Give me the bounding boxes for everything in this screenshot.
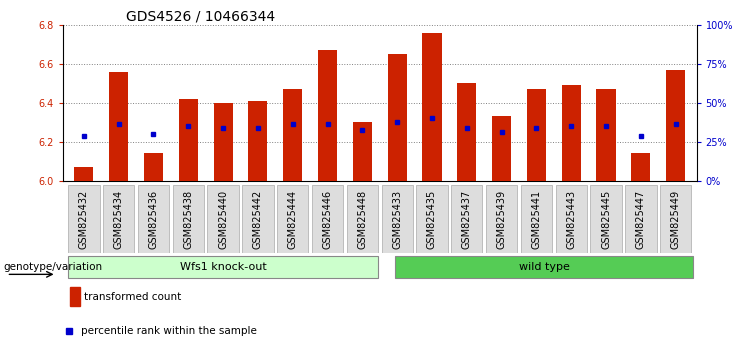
Bar xyxy=(457,83,476,181)
Bar xyxy=(631,153,651,181)
FancyBboxPatch shape xyxy=(451,185,482,253)
Bar xyxy=(318,50,337,181)
Bar xyxy=(353,122,372,181)
Text: GSM825433: GSM825433 xyxy=(392,190,402,249)
FancyBboxPatch shape xyxy=(416,185,448,253)
Text: transformed count: transformed count xyxy=(84,292,181,302)
Bar xyxy=(597,89,616,181)
Text: GDS4526 / 10466344: GDS4526 / 10466344 xyxy=(126,10,276,24)
FancyBboxPatch shape xyxy=(138,185,169,253)
Text: GSM825448: GSM825448 xyxy=(357,190,368,249)
Text: GSM825435: GSM825435 xyxy=(427,190,437,249)
Bar xyxy=(492,116,511,181)
FancyBboxPatch shape xyxy=(660,185,691,253)
FancyBboxPatch shape xyxy=(591,185,622,253)
Bar xyxy=(562,85,581,181)
Text: GSM825441: GSM825441 xyxy=(531,190,542,249)
FancyBboxPatch shape xyxy=(556,185,587,253)
Text: percentile rank within the sample: percentile rank within the sample xyxy=(81,326,256,336)
Text: GSM825439: GSM825439 xyxy=(496,190,507,249)
Text: GSM825445: GSM825445 xyxy=(601,190,611,249)
FancyBboxPatch shape xyxy=(347,185,378,253)
Text: Wfs1 knock-out: Wfs1 knock-out xyxy=(180,262,267,272)
Bar xyxy=(144,153,163,181)
Text: GSM825446: GSM825446 xyxy=(322,190,333,249)
Text: wild type: wild type xyxy=(519,262,570,272)
FancyBboxPatch shape xyxy=(396,256,693,278)
Text: GSM825444: GSM825444 xyxy=(288,190,298,249)
FancyBboxPatch shape xyxy=(103,185,134,253)
Bar xyxy=(283,89,302,181)
FancyBboxPatch shape xyxy=(173,185,204,253)
Text: GSM825440: GSM825440 xyxy=(218,190,228,249)
Bar xyxy=(527,89,546,181)
FancyBboxPatch shape xyxy=(207,185,239,253)
Text: genotype/variation: genotype/variation xyxy=(4,262,103,272)
Bar xyxy=(74,167,93,181)
Bar xyxy=(422,33,442,181)
FancyBboxPatch shape xyxy=(486,185,517,253)
Text: GSM825443: GSM825443 xyxy=(566,190,576,249)
Text: GSM825434: GSM825434 xyxy=(113,190,124,249)
FancyBboxPatch shape xyxy=(521,185,552,253)
FancyBboxPatch shape xyxy=(68,185,99,253)
Text: GSM825442: GSM825442 xyxy=(253,190,263,249)
Text: GSM825449: GSM825449 xyxy=(671,190,681,249)
Text: GSM825447: GSM825447 xyxy=(636,190,646,249)
Text: GSM825432: GSM825432 xyxy=(79,190,89,249)
FancyBboxPatch shape xyxy=(625,185,657,253)
Bar xyxy=(109,72,128,181)
FancyBboxPatch shape xyxy=(277,185,308,253)
Bar xyxy=(248,101,268,181)
Text: GSM825438: GSM825438 xyxy=(183,190,193,249)
Bar xyxy=(666,70,685,181)
FancyBboxPatch shape xyxy=(242,185,273,253)
Bar xyxy=(388,54,407,181)
FancyBboxPatch shape xyxy=(382,185,413,253)
Bar xyxy=(179,99,198,181)
Bar xyxy=(213,103,233,181)
FancyBboxPatch shape xyxy=(68,256,378,278)
Text: GSM825437: GSM825437 xyxy=(462,190,472,249)
Text: GSM825436: GSM825436 xyxy=(148,190,159,249)
FancyBboxPatch shape xyxy=(312,185,343,253)
